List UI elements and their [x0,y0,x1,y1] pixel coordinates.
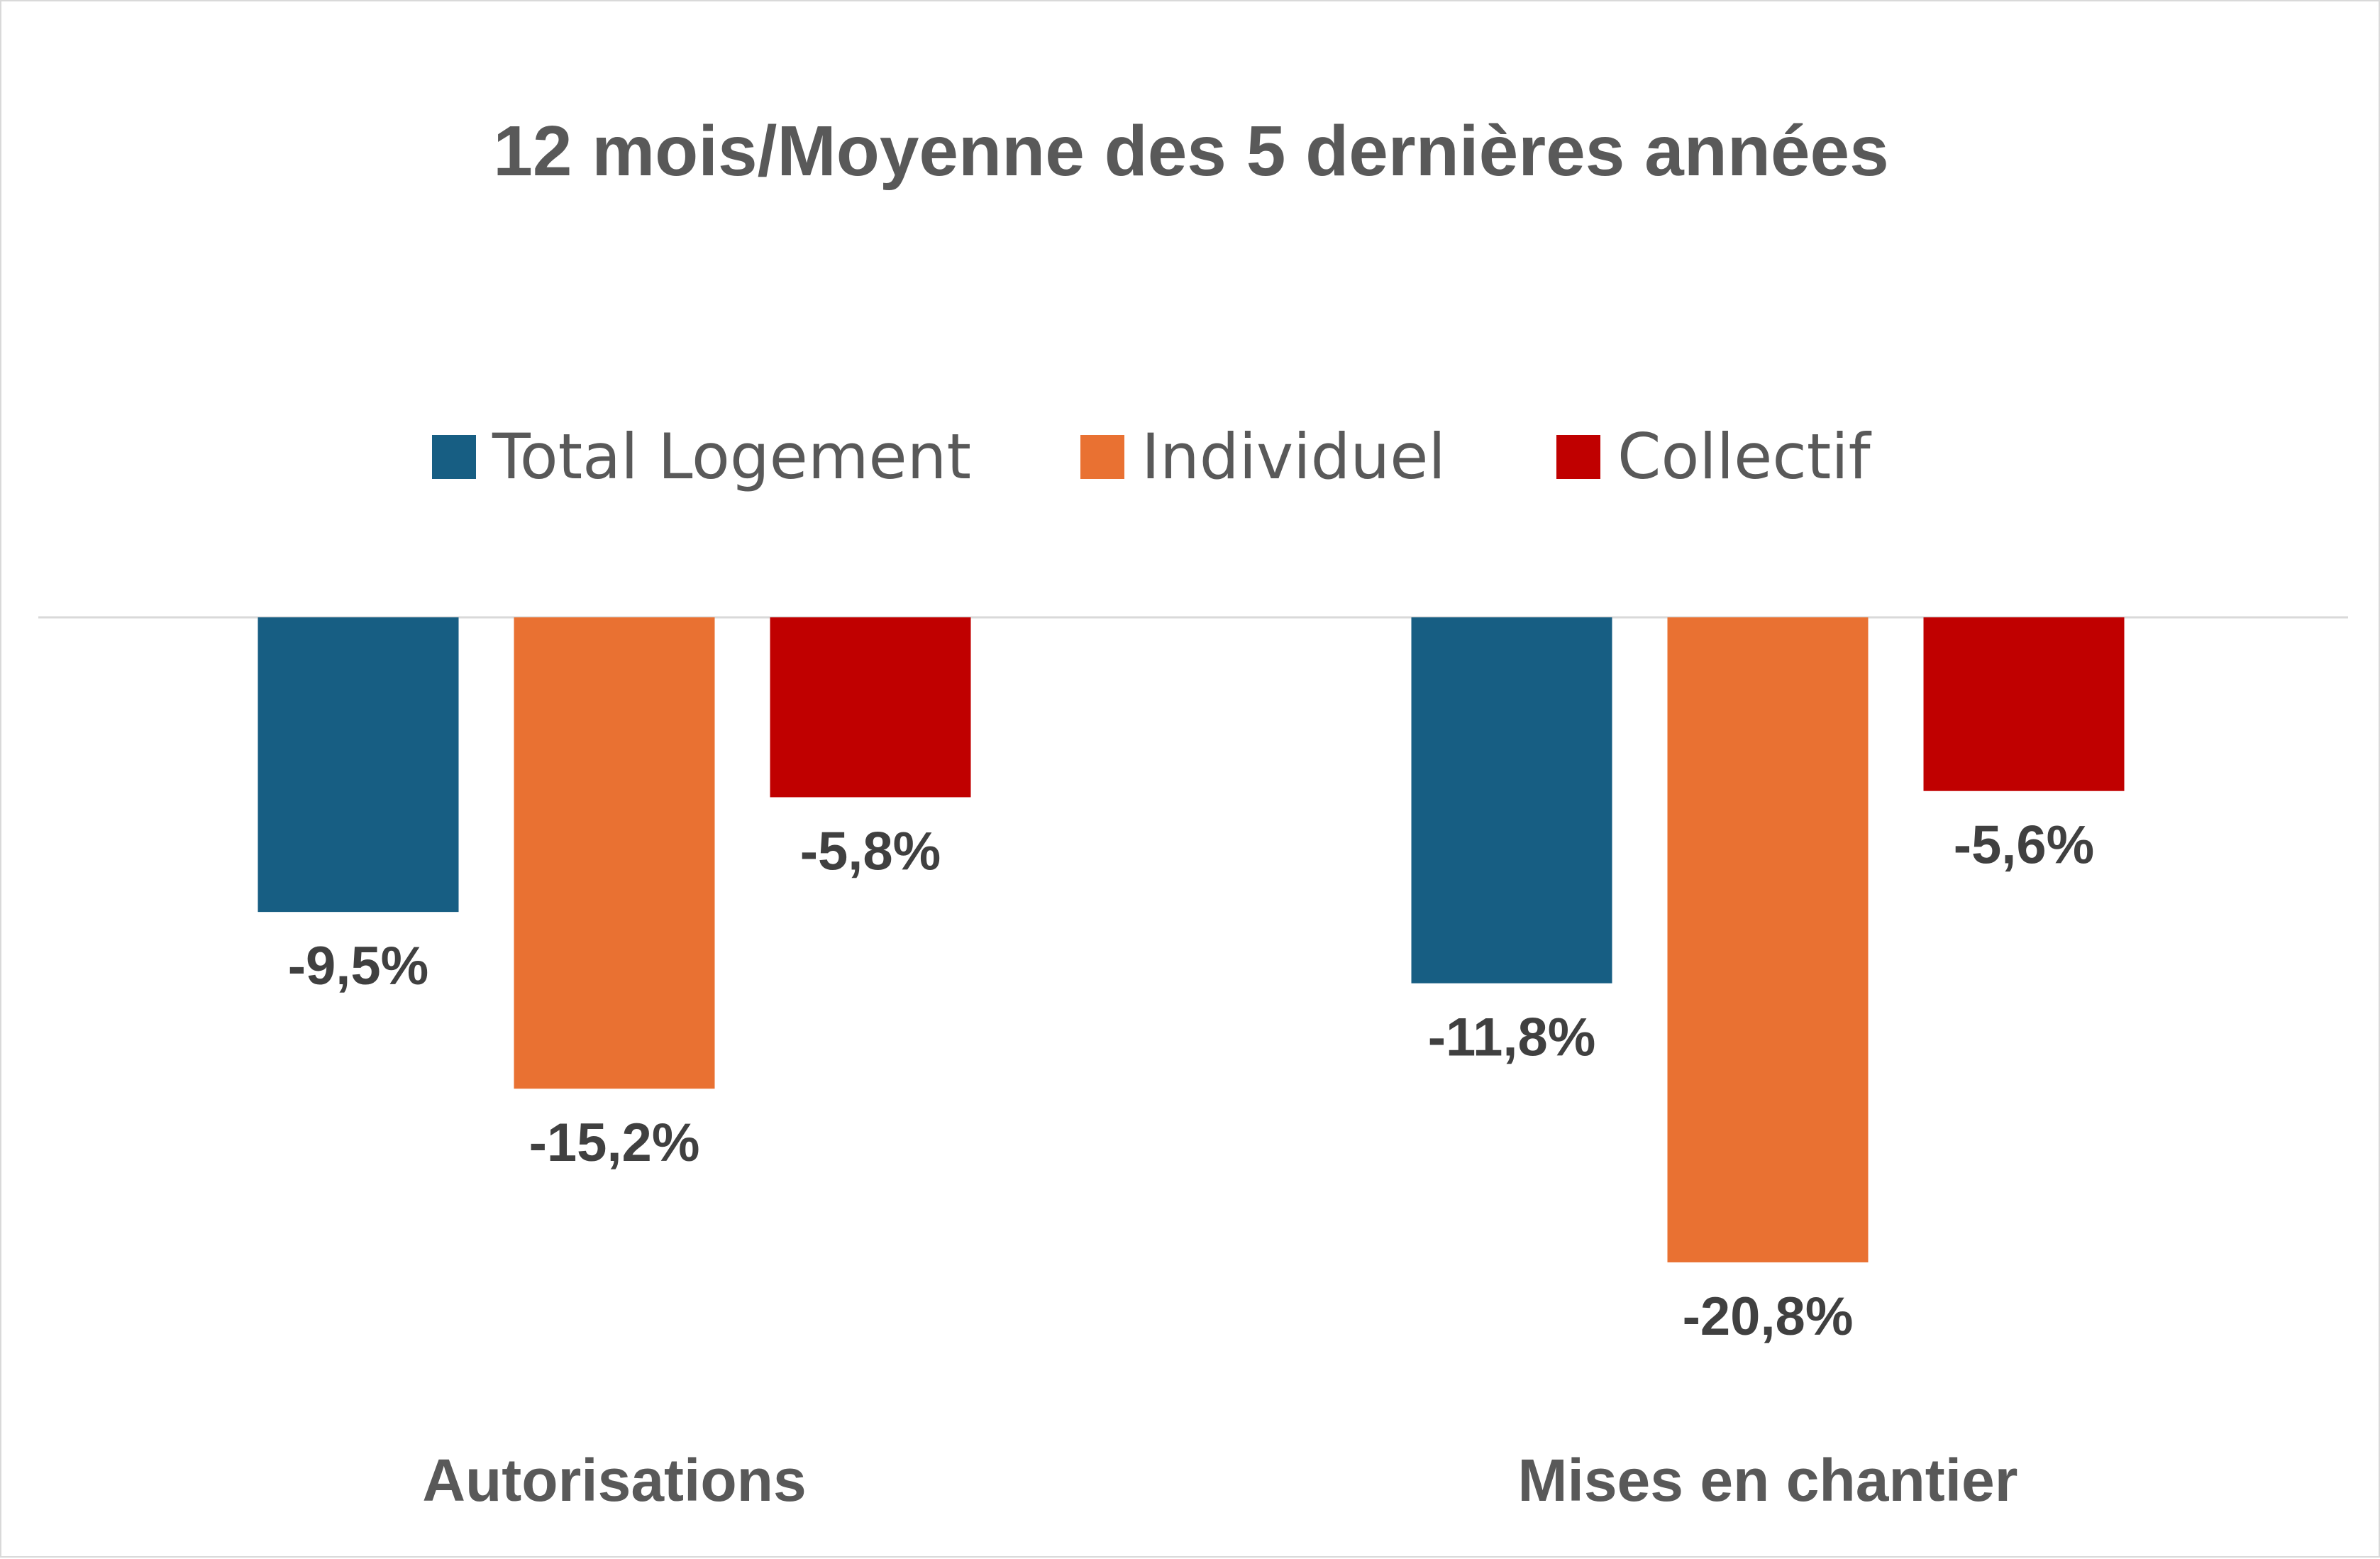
category-label-2: Mises en chantier [1518,1447,2018,1514]
legend-swatch-1 [432,435,476,479]
data-label-1-2: -15,2% [529,1113,700,1173]
bars [258,617,2125,1262]
legend-swatch-2 [1080,435,1124,479]
bar-1-3 [770,617,971,798]
data-label-2-2: -20,8% [1683,1287,1854,1347]
data-label-2-3: -5,6% [1954,815,2095,876]
legend-label-2: Individuel [1141,420,1446,493]
bar-2-1 [1411,617,1612,984]
category-label-1: Autorisations [422,1447,806,1514]
legend-swatch-3 [1556,435,1600,479]
data-label-2-1: -11,8% [1428,1008,1596,1068]
legend-label-1: Total Logement [492,420,971,493]
bar-1-1 [258,617,459,913]
data-label-1-3: -5,8% [800,821,941,881]
category-labels: Autorisations Mises en chantier [422,1447,2018,1514]
data-label-1-1: -9,5% [288,936,429,996]
bar-2-3 [1923,617,2125,791]
bar-1-2 [514,617,715,1089]
legend: Total Logement Individuel Collectif [432,420,1872,493]
chart-title: 12 mois/Moyenne des 5 dernières années [493,111,1889,191]
value-labels: -9,5% -15,2% -5,8% -11,8% -20,8% -5,6% [288,815,2095,1347]
bar-2-2 [1667,617,1869,1262]
legend-label-3: Collectif [1617,420,1872,493]
